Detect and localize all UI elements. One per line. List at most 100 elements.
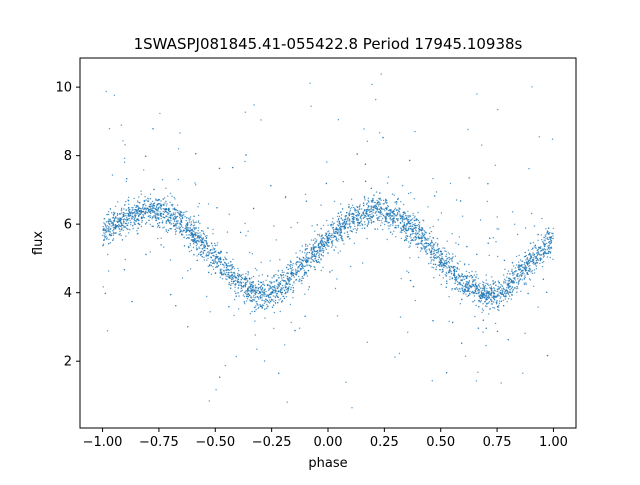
data-point xyxy=(269,280,271,283)
data-point xyxy=(174,212,176,214)
data-point xyxy=(507,298,510,300)
data-point xyxy=(392,224,394,226)
data-point xyxy=(518,274,520,276)
data-point xyxy=(185,219,187,222)
data-point xyxy=(438,257,440,259)
data-point xyxy=(343,228,345,230)
data-point xyxy=(133,204,136,206)
data-point xyxy=(310,256,312,259)
data-point xyxy=(160,205,163,207)
data-point xyxy=(409,245,411,247)
data-point xyxy=(222,259,225,261)
data-point xyxy=(387,205,390,208)
data-point xyxy=(272,304,275,306)
data-point xyxy=(405,239,408,241)
data-point xyxy=(388,228,390,230)
data-point xyxy=(430,249,433,251)
data-point xyxy=(205,255,207,257)
data-point xyxy=(196,232,198,234)
data-point xyxy=(258,298,260,300)
data-point xyxy=(133,211,135,214)
data-point xyxy=(413,227,415,229)
data-point xyxy=(406,224,408,226)
data-point xyxy=(544,243,546,245)
data-point xyxy=(535,268,538,270)
data-point xyxy=(170,228,172,230)
data-point xyxy=(169,210,171,213)
data-point xyxy=(355,218,358,220)
data-point xyxy=(137,205,139,207)
data-point xyxy=(325,248,328,250)
data-point xyxy=(388,215,390,218)
data-point xyxy=(432,237,434,239)
data-point xyxy=(285,282,288,284)
data-point xyxy=(293,272,295,275)
data-point xyxy=(545,228,547,230)
data-point xyxy=(354,216,356,219)
data-point xyxy=(517,272,519,275)
data-point xyxy=(424,233,426,235)
data-point xyxy=(255,291,257,294)
data-point xyxy=(340,237,342,239)
data-point xyxy=(378,219,380,222)
data-point xyxy=(134,210,136,213)
data-point xyxy=(145,210,147,213)
data-point xyxy=(125,226,127,228)
data-point xyxy=(367,197,370,199)
data-point xyxy=(368,221,370,223)
data-point xyxy=(534,256,536,258)
data-point xyxy=(138,223,141,226)
data-point xyxy=(152,128,154,130)
data-point xyxy=(149,216,151,218)
data-point xyxy=(292,290,295,292)
data-point xyxy=(531,272,534,275)
data-point xyxy=(193,215,195,217)
data-point xyxy=(331,221,333,223)
data-point xyxy=(537,306,539,308)
data-point xyxy=(101,234,104,236)
data-point xyxy=(404,239,406,242)
data-point xyxy=(280,288,282,291)
data-point xyxy=(486,287,488,290)
data-point xyxy=(225,269,227,271)
data-point xyxy=(170,218,172,220)
data-point xyxy=(123,269,126,271)
data-point xyxy=(279,298,282,300)
data-point xyxy=(479,219,482,221)
data-point xyxy=(547,227,550,229)
data-point xyxy=(511,262,514,264)
data-point xyxy=(539,262,541,265)
data-point xyxy=(241,289,243,291)
data-point xyxy=(354,228,356,230)
data-point xyxy=(142,215,145,217)
data-point xyxy=(247,292,250,295)
data-point xyxy=(501,293,503,296)
data-point xyxy=(271,281,273,283)
data-point xyxy=(174,228,176,231)
data-point xyxy=(118,224,121,226)
data-point xyxy=(493,288,496,290)
data-point xyxy=(407,221,409,223)
data-point xyxy=(404,218,406,220)
data-point xyxy=(376,202,379,204)
data-point xyxy=(261,307,263,309)
data-point xyxy=(187,229,190,231)
data-point xyxy=(160,200,162,202)
data-point xyxy=(350,198,353,200)
data-point xyxy=(454,276,456,278)
data-point xyxy=(385,216,387,218)
data-point xyxy=(519,269,521,271)
data-point xyxy=(541,249,543,252)
data-point xyxy=(201,256,203,258)
data-point xyxy=(314,246,316,248)
data-point xyxy=(298,275,300,278)
data-point xyxy=(445,253,448,255)
data-point xyxy=(254,286,257,288)
data-point xyxy=(170,293,172,296)
data-point xyxy=(502,293,504,296)
data-point xyxy=(105,90,107,93)
data-point xyxy=(214,256,217,258)
data-point xyxy=(318,235,321,237)
data-point xyxy=(546,249,548,251)
data-point xyxy=(491,296,493,298)
